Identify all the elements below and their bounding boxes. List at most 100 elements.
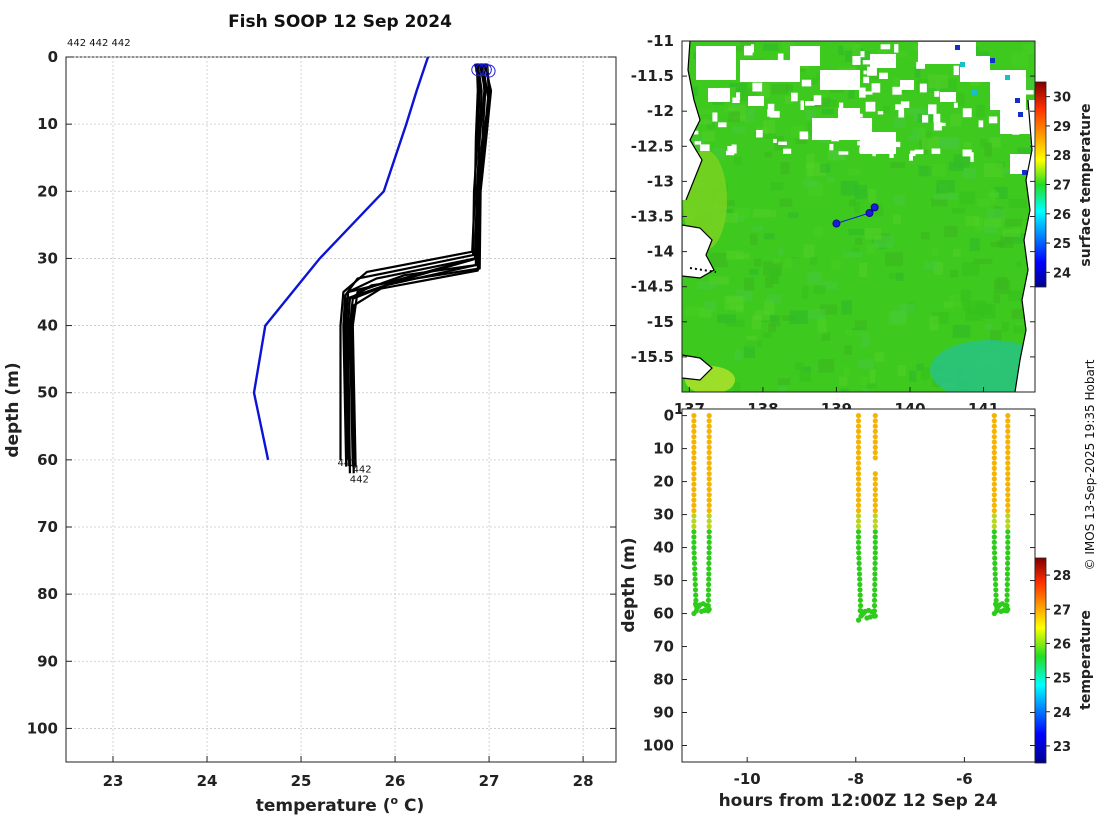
coast-west [685, 41, 703, 201]
temperature-point [857, 587, 863, 593]
temperature-point [855, 502, 862, 508]
surface-marker [471, 63, 485, 77]
cloud-speck [1025, 90, 1034, 95]
cloud-speck [876, 57, 881, 66]
sst-pixel [906, 107, 926, 115]
cloud-block [860, 132, 896, 154]
x-tick-label: 24 [197, 772, 218, 790]
sst-pixel [854, 320, 867, 330]
sst-pixel [830, 150, 846, 161]
sst-pixel [777, 386, 786, 392]
temperature-point [706, 539, 712, 545]
sst-pixel [949, 295, 961, 307]
temperature-point [1005, 449, 1011, 456]
ship-position-marker [865, 208, 874, 217]
temperature-point [871, 608, 878, 614]
cloud-speck [832, 70, 839, 77]
temperature-point [706, 508, 712, 514]
sst-pixel [985, 324, 993, 330]
sst-pixel [820, 304, 838, 315]
temperature-point [991, 610, 997, 617]
temperature-point [692, 571, 698, 577]
sst-pixel [753, 258, 762, 267]
sst-pixel [752, 315, 762, 330]
sst-pixel [890, 162, 906, 168]
cloud-speck [773, 138, 777, 143]
temperature-point [991, 449, 997, 456]
temperature-point [991, 513, 997, 519]
temperature-point [706, 460, 712, 466]
temperature-point [991, 486, 997, 493]
profile-grid [66, 56, 616, 762]
sst-pixel [1013, 325, 1031, 334]
temperature-point [691, 534, 697, 540]
sst-pixel [763, 332, 772, 338]
temperature-point [691, 539, 697, 545]
x-tick-label: 27 [479, 772, 500, 790]
temperature-point [872, 476, 878, 482]
temperature-point [991, 423, 997, 429]
cloud-speck [934, 50, 945, 55]
sst-colorbar-tick-label: 30 [1053, 91, 1071, 106]
temperature-point [705, 608, 711, 614]
temp-colorbar-tick-label: 28 [1053, 569, 1071, 584]
temperature-point [691, 428, 697, 434]
cloud-speck [914, 149, 924, 155]
cloud-block [900, 80, 914, 90]
temperature-point [872, 571, 878, 577]
time-tick-label: -8 [847, 770, 864, 788]
temperature-point [1005, 455, 1011, 461]
sst-pixel [858, 359, 874, 369]
x-tick-label: 28 [573, 772, 594, 790]
sst-pixel [959, 191, 976, 205]
sst-pixel [849, 199, 856, 207]
sst-pixel [799, 367, 811, 382]
temperature-point [1004, 566, 1011, 572]
temperature-point [993, 592, 999, 598]
temperature-point [855, 492, 862, 498]
temperature-point [1005, 539, 1011, 545]
profile-ylabel: depth (m) [3, 362, 23, 457]
temperature-point [1005, 555, 1011, 561]
sst-pixel [736, 289, 753, 301]
temperature-point [872, 492, 878, 498]
temperature-point [691, 550, 697, 556]
temperature-point [1005, 465, 1011, 471]
sst-pixel [990, 241, 1005, 248]
temperature-point [706, 455, 712, 461]
temperature-point [872, 518, 878, 524]
time-tick-label: -10 [734, 770, 761, 788]
sst-pixel [732, 126, 746, 134]
cloud-speck [744, 45, 753, 56]
cloud-speck [970, 152, 974, 162]
x-tick-label: 23 [103, 772, 124, 790]
depth-tick-label: 70 [653, 638, 674, 656]
cloud-block [960, 56, 990, 82]
land-west [682, 41, 702, 200]
y-tick-label: 40 [37, 317, 58, 335]
temp-colorbar [1034, 557, 1047, 764]
cloud-speck [889, 151, 894, 158]
sst-pixel [940, 192, 958, 200]
cloud-speck [727, 146, 735, 153]
temperature-point [1005, 434, 1011, 440]
sst-pixel [713, 148, 726, 160]
y-tick-label: 50 [37, 384, 58, 402]
sst-pixel [784, 258, 798, 269]
y-tick-label: 20 [37, 182, 58, 200]
sst-pixel [973, 258, 993, 264]
temperature-point [706, 513, 712, 519]
cloud-block [820, 70, 860, 90]
temperature-point [867, 614, 873, 620]
sst-pixel [932, 312, 949, 324]
temperature-point [706, 560, 712, 567]
temperature-point [705, 603, 711, 609]
temperature-point [1005, 534, 1011, 540]
cloud-speck [1007, 78, 1013, 83]
temperature-point [706, 566, 712, 572]
temperature-point [691, 439, 697, 445]
temperature-point [872, 418, 878, 424]
sst-pixel [743, 277, 754, 291]
